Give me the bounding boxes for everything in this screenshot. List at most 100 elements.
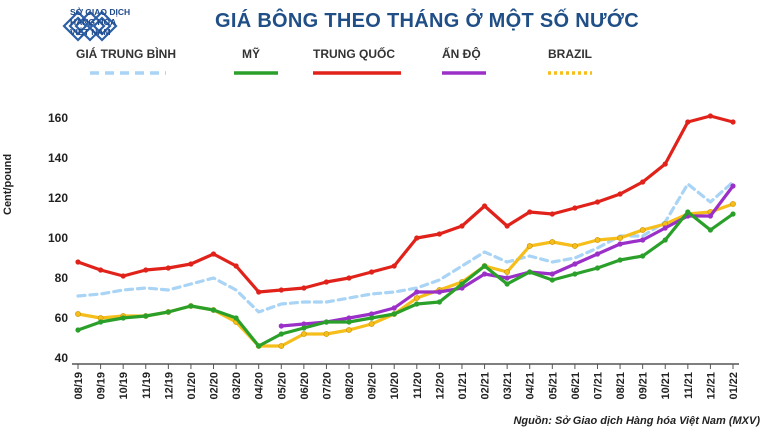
- x-tick-label: 09/20: [367, 372, 379, 400]
- data-point: [504, 281, 510, 287]
- data-point: [504, 223, 510, 229]
- data-point: [120, 315, 126, 321]
- x-tick-label: 11/20: [412, 372, 424, 399]
- x-tick-label: 12/19: [163, 372, 175, 400]
- series-line: [76, 114, 735, 294]
- data-point: [143, 267, 149, 273]
- data-point: [549, 277, 555, 283]
- data-point: [278, 287, 284, 293]
- data-point: [617, 235, 623, 241]
- data-point: [346, 319, 352, 325]
- data-point: [391, 311, 397, 317]
- x-tick-label: 01/20: [186, 372, 198, 400]
- x-tick-label: 10/21: [660, 372, 672, 400]
- legend-label-china: TRUNG QUỐC: [313, 47, 395, 61]
- data-point: [459, 223, 465, 229]
- data-point: [482, 263, 488, 269]
- data-point: [730, 201, 736, 207]
- data-point: [617, 191, 623, 197]
- x-tick-label: 02/21: [480, 372, 492, 400]
- x-tick-label: 12/20: [434, 372, 446, 400]
- data-point: [526, 243, 533, 249]
- data-point: [640, 237, 646, 243]
- data-point: [594, 251, 601, 257]
- legend-swatch-average: [90, 71, 166, 75]
- data-point: [504, 275, 510, 281]
- y-tick-label: 140: [48, 151, 68, 165]
- legend-item-china: TRUNG QUỐC: [313, 47, 401, 77]
- data-point: [75, 327, 81, 333]
- x-tick-label: 03/21: [502, 372, 514, 400]
- data-point: [527, 269, 533, 275]
- data-point: [730, 211, 736, 217]
- x-tick-label: 04/20: [254, 372, 266, 400]
- y-tick-label: 160: [48, 111, 68, 125]
- data-point: [640, 179, 646, 185]
- x-tick-label: 01/21: [457, 372, 469, 400]
- data-point: [662, 161, 668, 167]
- data-point: [323, 331, 330, 337]
- data-point: [278, 331, 284, 337]
- logo-diamond-5: [92, 16, 112, 36]
- x-tick-label: 10/20: [389, 372, 401, 400]
- chart-title: GIÁ BÔNG THEO THÁNG Ở MỘT SỐ NƯỚC: [215, 10, 639, 32]
- logo-diamond-1: [62, 10, 94, 42]
- legend-item-india: ẤN ĐỘ: [442, 47, 486, 77]
- data-point: [346, 275, 352, 281]
- x-tick-label: 09/21: [638, 372, 650, 400]
- data-point: [730, 119, 736, 125]
- data-point: [572, 271, 578, 277]
- x-tick-label: 03/20: [231, 372, 243, 400]
- logo-line-3: VIỆT NAM: [70, 27, 111, 37]
- x-tick-label: 04/21: [525, 372, 537, 400]
- data-point: [707, 227, 714, 233]
- source-note: Nguồn: Sở Giao dịch Hàng hóa Việt Nam (M…: [513, 415, 760, 427]
- data-point: [436, 231, 442, 237]
- data-point: [639, 227, 646, 233]
- data-point: [459, 281, 465, 287]
- legend-label-usa: MỸ: [242, 47, 260, 61]
- x-tick-label: 10/19: [118, 372, 130, 400]
- data-point: [369, 315, 375, 321]
- data-point: [210, 307, 217, 313]
- x-tick-label: 01/22: [728, 372, 740, 400]
- data-point: [301, 325, 307, 331]
- data-point: [594, 237, 601, 243]
- x-tick-label: 11/21: [683, 372, 695, 399]
- data-point: [301, 285, 307, 291]
- x-tick-label: 11/19: [141, 372, 153, 399]
- logo-text: SỞ GIAO DỊCH HÀNG HÓA VIỆT NAM: [70, 7, 130, 37]
- data-point: [391, 263, 397, 269]
- data-point: [369, 269, 375, 275]
- y-tick-label: 80: [55, 271, 69, 285]
- data-point: [120, 273, 126, 279]
- x-tick-label: 02/20: [209, 372, 221, 400]
- data-point: [549, 271, 555, 277]
- logo-line-1: SỞ GIAO DỊCH: [70, 7, 131, 17]
- data-point: [436, 299, 442, 305]
- legend-label-average: GIÁ TRUNG BÌNH: [76, 47, 176, 61]
- x-tick-label: 12/21: [705, 372, 717, 400]
- y-tick-label: 100: [48, 231, 68, 245]
- legend-item-brazil: BRAZIL: [548, 47, 592, 77]
- x-tick-label: 08/21: [615, 372, 627, 400]
- data-point: [278, 343, 285, 349]
- x-tick-label: 07/21: [592, 372, 604, 400]
- data-point: [707, 113, 714, 119]
- data-point: [572, 243, 578, 249]
- data-point: [75, 311, 81, 317]
- series-line: [76, 202, 735, 348]
- legend-swatch-india: [442, 71, 486, 75]
- data-point: [414, 301, 420, 307]
- data-point: [98, 319, 104, 325]
- data-point: [98, 267, 104, 273]
- x-tick-label: 05/21: [547, 372, 559, 400]
- data-point: [233, 263, 239, 269]
- legend-swatch-brazil: [548, 71, 592, 75]
- x-tick-label: 08/20: [344, 372, 356, 400]
- legend-item-average: GIÁ TRUNG BÌNH: [76, 47, 176, 77]
- data-point: [549, 239, 556, 245]
- data-point: [368, 321, 375, 327]
- data-point: [233, 315, 239, 321]
